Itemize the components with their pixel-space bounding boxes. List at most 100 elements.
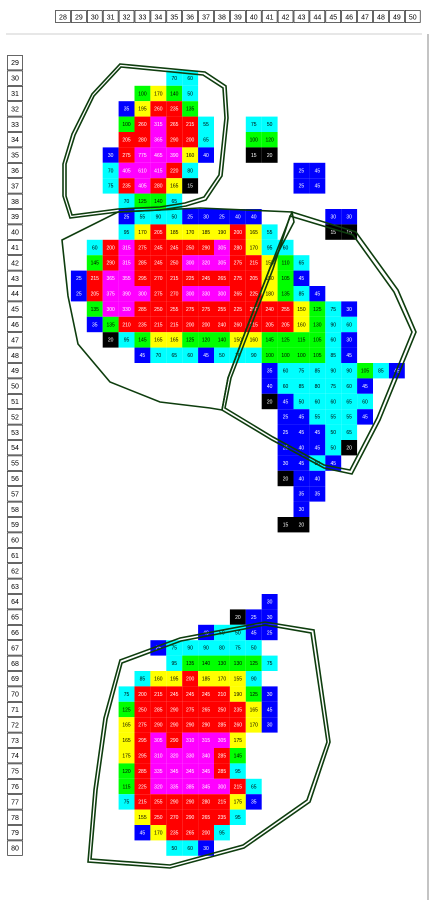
- cell-value-label: 235: [170, 107, 179, 113]
- heatmap-cell: [214, 825, 230, 841]
- heatmap-cell: [134, 686, 151, 702]
- cell-value-label: 215: [170, 322, 179, 328]
- heatmap-cell: [182, 347, 199, 363]
- heatmap-cell: [166, 778, 183, 795]
- cell-value-label: 85: [299, 384, 305, 390]
- row-header-label: 31: [11, 91, 19, 98]
- heatmap-cell: [229, 640, 246, 656]
- cell-value-label: 355: [122, 276, 131, 282]
- cell-value-label: 235: [218, 815, 227, 821]
- cell-value-label: 60: [283, 369, 289, 375]
- cell-value-label: 15: [330, 230, 336, 236]
- heatmap-cell: [150, 209, 167, 225]
- heatmap-cell: [261, 378, 278, 394]
- cluster-outline-middle-right: [221, 211, 417, 475]
- cell-value-label: 20: [299, 523, 305, 529]
- cell-value-label: 45: [315, 184, 321, 190]
- cell-value-label: 105: [313, 338, 322, 344]
- cell-value-label: 285: [218, 723, 227, 729]
- col-header-label: 36: [186, 15, 194, 22]
- cell-value-label: 15: [283, 523, 289, 529]
- heatmap-cell: [182, 239, 199, 256]
- row-header-box: [7, 825, 23, 841]
- col-header-label: 41: [266, 15, 274, 22]
- col-header-label: 32: [123, 15, 131, 22]
- col-header-label: 34: [154, 15, 162, 22]
- cell-value-label: 285: [138, 261, 147, 267]
- heatmap-cell: [198, 239, 214, 256]
- cell-value-label: 335: [170, 784, 179, 790]
- col-header-box: [71, 10, 87, 23]
- heatmap-cell: [182, 778, 199, 795]
- heatmap-cell: [150, 717, 167, 733]
- cell-value-label: 30: [299, 507, 305, 513]
- heatmap-cell: [309, 301, 326, 317]
- cell-value-label: 45: [140, 831, 146, 837]
- heatmap-cell: [261, 609, 278, 625]
- heatmap-cell: [150, 301, 167, 317]
- cell-value-label: 70: [171, 76, 177, 82]
- row-header-box: [7, 255, 23, 271]
- cell-value-label: 365: [154, 138, 163, 144]
- row-header-box: [7, 840, 23, 856]
- cell-value-label: 75: [171, 646, 177, 652]
- col-header-box: [325, 10, 341, 23]
- heatmap-cell: [134, 701, 151, 718]
- cell-value-label: 40: [315, 476, 321, 482]
- heatmap-cell: [134, 748, 151, 764]
- cell-value-label: 200: [186, 322, 195, 328]
- cell-value-label: 250: [154, 815, 163, 821]
- row-header-box: [7, 763, 23, 779]
- cell-value-label: 70: [156, 353, 162, 359]
- cell-value-label: 90: [251, 353, 257, 359]
- cell-value-label: 200: [186, 138, 195, 144]
- cell-value-label: 305: [154, 738, 163, 744]
- col-header-box: [118, 10, 135, 23]
- row-header-label: 33: [11, 122, 19, 129]
- cell-value-label: 25: [267, 630, 273, 636]
- heatmap-cell: [182, 825, 199, 841]
- cell-value-label: 345: [202, 769, 211, 775]
- heatmap-cell: [325, 424, 342, 440]
- row-header-label: 32: [11, 106, 19, 113]
- heatmap-cell: [277, 332, 294, 348]
- heatmap-cell: [118, 301, 135, 317]
- heatmap-cell: [261, 347, 278, 363]
- col-header-box: [87, 10, 103, 23]
- cell-value-label: 300: [186, 261, 195, 267]
- row-header-box: [7, 455, 23, 471]
- cell-value-label: 215: [154, 692, 163, 698]
- cell-value-label: 60: [187, 76, 193, 82]
- cell-value-label: 185: [202, 677, 211, 683]
- heatmap-cell: [118, 116, 135, 132]
- heatmap-cell: [118, 178, 135, 194]
- heatmap-cell: [293, 178, 310, 194]
- cell-value-label: 310: [186, 738, 195, 744]
- heatmap-cell: [182, 270, 199, 286]
- row-header-label: 50: [11, 384, 19, 391]
- cell-value-label: 270: [154, 276, 163, 282]
- heatmap-cell: [134, 763, 151, 779]
- heatmap-cell: [277, 255, 294, 271]
- cell-value-label: 55: [346, 415, 352, 421]
- cell-value-label: 145: [138, 338, 147, 344]
- heatmap-cell: [150, 85, 167, 102]
- col-header-box: [404, 10, 421, 23]
- cell-value-label: 30: [267, 692, 273, 698]
- heatmap-cell: [150, 162, 167, 179]
- heatmap-cell: [214, 316, 230, 333]
- cell-value-label: 45: [283, 399, 289, 405]
- heatmap-cell: [277, 286, 294, 302]
- row-header-label: 69: [11, 676, 19, 683]
- heatmap-cell: [245, 794, 262, 810]
- cell-value-label: 165: [122, 738, 131, 744]
- cell-value-label: 250: [218, 707, 227, 713]
- cell-value-label: 45: [315, 292, 321, 298]
- heatmap-cell: [134, 732, 151, 748]
- heatmap-cell: [309, 470, 326, 487]
- heatmap-cell: [198, 825, 214, 841]
- cell-value-label: 140: [218, 338, 227, 344]
- cell-value-label: 190: [218, 230, 227, 236]
- heatmap-cell: [357, 378, 373, 394]
- row-header-label: 54: [11, 445, 19, 452]
